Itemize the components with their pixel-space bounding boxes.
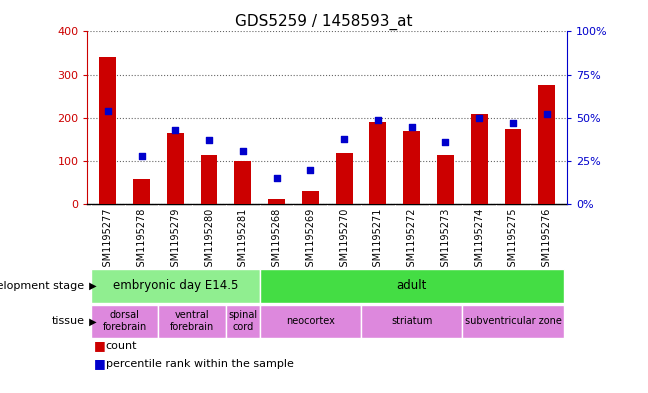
Text: embryonic day E14.5: embryonic day E14.5 [113, 279, 238, 292]
Text: ▶: ▶ [86, 316, 96, 326]
Point [440, 139, 450, 145]
Point [406, 123, 417, 130]
Text: GSM1195274: GSM1195274 [474, 208, 484, 273]
Text: GSM1195272: GSM1195272 [407, 208, 417, 273]
Text: count: count [106, 341, 137, 351]
Bar [260, 305, 361, 338]
Bar [470, 114, 488, 204]
Text: GSM1195276: GSM1195276 [542, 208, 551, 273]
Bar [167, 133, 184, 204]
Text: GSM1195269: GSM1195269 [305, 208, 316, 273]
Bar [99, 57, 116, 204]
Bar [91, 305, 158, 338]
Text: GSM1195280: GSM1195280 [204, 208, 214, 273]
Bar [437, 154, 454, 204]
Point [102, 108, 113, 114]
Text: GSM1195279: GSM1195279 [170, 208, 180, 273]
Point [373, 116, 383, 123]
Bar [462, 305, 564, 338]
Bar [235, 161, 251, 204]
Text: subventricular zone: subventricular zone [465, 316, 561, 326]
Bar [361, 305, 462, 338]
Text: GSM1195273: GSM1195273 [441, 208, 450, 273]
Text: GSM1195270: GSM1195270 [339, 208, 349, 273]
Text: percentile rank within the sample: percentile rank within the sample [106, 358, 294, 369]
Point [542, 111, 552, 118]
Text: ■: ■ [94, 339, 106, 353]
Bar [538, 85, 555, 204]
Text: tissue: tissue [51, 316, 84, 326]
Point [339, 136, 349, 142]
Bar [91, 269, 260, 303]
Text: striatum: striatum [391, 316, 432, 326]
Text: adult: adult [397, 279, 427, 292]
Bar [369, 122, 386, 204]
Text: GSM1195278: GSM1195278 [137, 208, 146, 273]
Text: development stage: development stage [0, 281, 84, 291]
Point [170, 127, 180, 133]
Text: spinal
cord: spinal cord [228, 310, 257, 332]
Text: ventral
forebrain: ventral forebrain [170, 310, 214, 332]
Bar [505, 129, 522, 204]
Point [305, 167, 316, 173]
Point [136, 153, 146, 159]
Bar [336, 153, 353, 204]
Bar [158, 305, 226, 338]
Point [204, 137, 214, 143]
Text: neocortex: neocortex [286, 316, 335, 326]
Point [508, 120, 518, 126]
Bar [260, 269, 564, 303]
Bar [302, 191, 319, 204]
Bar [133, 179, 150, 204]
Bar [403, 131, 420, 204]
Text: GSM1195281: GSM1195281 [238, 208, 248, 273]
Text: GSM1195277: GSM1195277 [103, 208, 113, 273]
Point [474, 115, 485, 121]
Bar [226, 305, 260, 338]
Text: GSM1195271: GSM1195271 [373, 208, 383, 273]
Bar [201, 154, 218, 204]
Text: ■: ■ [94, 357, 106, 370]
Point [238, 148, 248, 154]
Text: GSM1195268: GSM1195268 [272, 208, 282, 273]
Text: ▶: ▶ [86, 281, 96, 291]
Text: GDS5259 / 1458593_at: GDS5259 / 1458593_at [235, 14, 413, 30]
Text: dorsal
forebrain: dorsal forebrain [102, 310, 146, 332]
Bar [268, 199, 285, 204]
Text: GSM1195275: GSM1195275 [508, 208, 518, 273]
Point [272, 175, 282, 182]
